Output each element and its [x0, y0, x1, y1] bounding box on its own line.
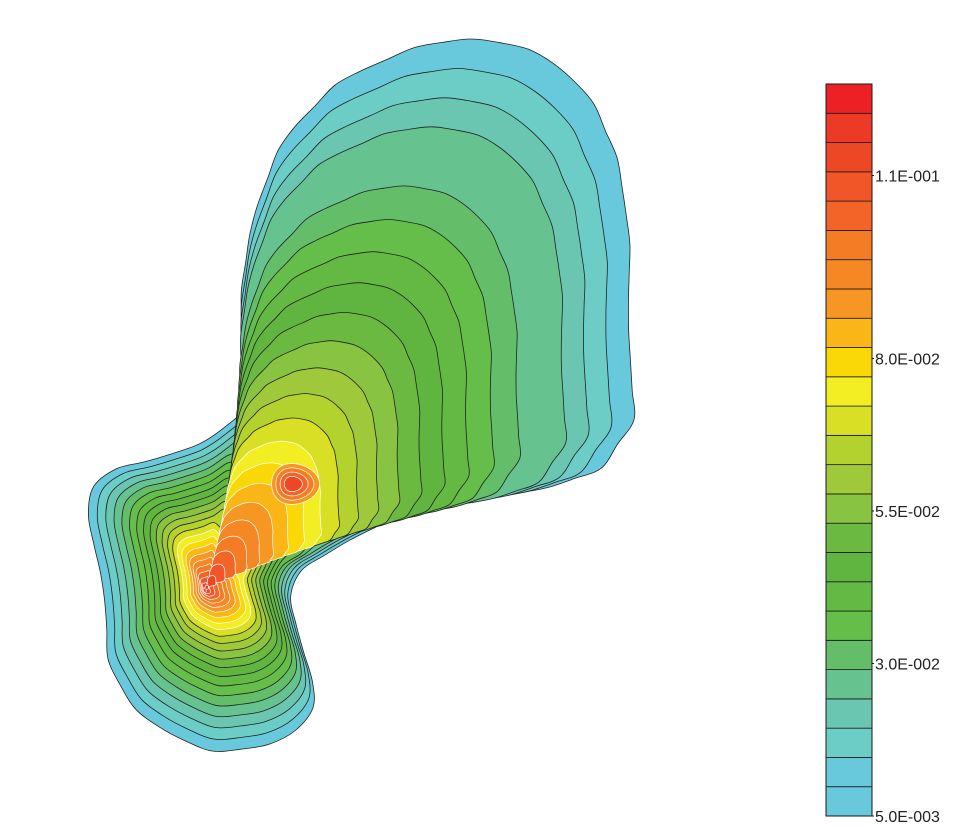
colorbar-band: [825, 259, 873, 290]
colorbar-tick-label: 8.0E-002: [875, 352, 940, 369]
colorbar-band: [825, 142, 873, 173]
colorbar-band: [825, 639, 873, 671]
colorbar-tick-label: 3.0E-002: [875, 657, 940, 674]
colorbar-band: [825, 786, 873, 817]
colorbar-band: [825, 581, 873, 612]
colorbar-band: [825, 229, 873, 261]
colorbar-outline: [825, 83, 873, 817]
colorbar-band: [825, 552, 873, 583]
colorbar-tick-label: 5.0E-003: [875, 809, 940, 826]
colorbar-band: [825, 200, 873, 231]
contour-band: [202, 584, 209, 593]
colorbar-band: [825, 757, 873, 788]
colorbar-band: [825, 464, 873, 495]
colorbar-band: [825, 434, 873, 466]
colorbar-band: [825, 698, 873, 729]
concentration-plume: [87, 38, 636, 752]
colorbar-tick-label: 5.5E-002: [875, 504, 940, 521]
colorbar-band: [825, 376, 873, 407]
colorbar-band: [825, 317, 873, 348]
colorbar-band: [825, 610, 873, 641]
secondary-peak-contour: [284, 476, 303, 492]
colorbar-band: [825, 112, 873, 143]
colorbar-band: [825, 405, 873, 436]
colorbar-band: [825, 727, 873, 758]
colorbar-band: [825, 347, 873, 378]
colorbar-band: [825, 171, 873, 202]
colorbar-band: [825, 288, 873, 319]
colorbar-band: [825, 493, 873, 524]
colorbar-band: [825, 83, 873, 114]
colorbar-band: [825, 669, 873, 700]
colorbar-band: [825, 522, 873, 553]
colorbar-tick-label: 1.1E-001: [875, 169, 940, 186]
colorbar-legend: 5.0E-003 3.0E-002 5.5E-002 8.0E-002 1.1E-001: [825, 83, 940, 826]
